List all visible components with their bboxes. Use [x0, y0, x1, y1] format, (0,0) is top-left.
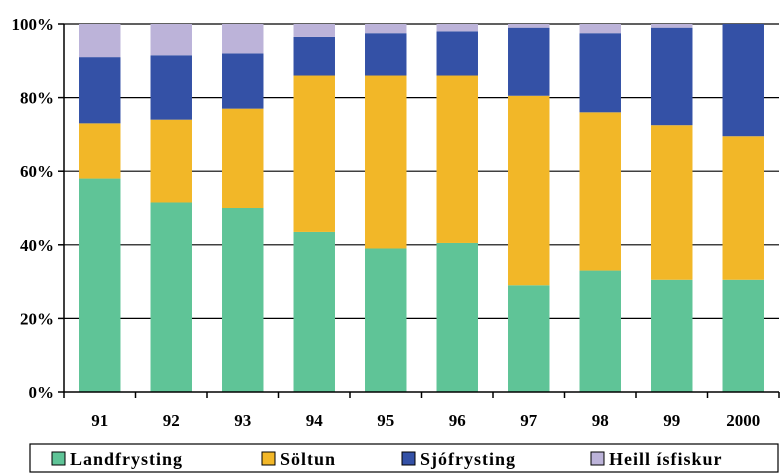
bar-segment-s-ltun-93 — [222, 108, 264, 208]
bar-segment-landfrysting-99 — [651, 279, 693, 392]
y-tick-label: 60% — [20, 162, 54, 181]
bar-segment-landfrysting-98 — [579, 270, 621, 392]
bar-segment-s-ltun-92 — [150, 119, 192, 203]
bar-segment-heill-sfiskur-93 — [222, 24, 264, 54]
bar-segment-landfrysting-93 — [222, 208, 264, 392]
x-tick-label: 94 — [306, 411, 324, 430]
bar-segment-sj-frysting-96 — [436, 31, 478, 76]
legend-swatch-sj-frysting — [401, 451, 416, 466]
y-tick-label: 40% — [20, 236, 54, 255]
x-tick-label: 97 — [520, 411, 538, 430]
bar-segment-landfrysting-95 — [365, 248, 407, 392]
bar-stack-92 — [150, 24, 192, 392]
bar-stack-97 — [508, 24, 550, 392]
x-tick-label: 92 — [163, 411, 180, 430]
bar-segment-sj-frysting-98 — [579, 33, 621, 113]
bar-segment-heill-sfiskur-96 — [436, 24, 478, 32]
bar-segment-sj-frysting-93 — [222, 53, 264, 109]
legend: Landfrysting Söltun Sjófrysting Heill ísfis… — [29, 443, 779, 473]
y-tick-label: 100% — [12, 15, 55, 34]
bar-stack-98 — [579, 24, 621, 392]
bar-segment-s-ltun-97 — [508, 95, 550, 286]
x-tick-label: 91 — [91, 411, 108, 430]
bar-stack-94 — [293, 24, 335, 392]
legend-label-s-ltun: Söltun — [280, 449, 336, 469]
bar-segment-heill-sfiskur-99 — [651, 24, 693, 28]
bar-segment-s-ltun-91 — [79, 123, 121, 179]
bar-segment-sj-frysting-94 — [293, 36, 335, 76]
bar-segment-heill-sfiskur-98 — [579, 24, 621, 34]
axes — [58, 23, 780, 398]
bar-segment-s-ltun-95 — [365, 75, 407, 249]
bar-segment-landfrysting-2000 — [722, 279, 764, 392]
bar-segment-landfrysting-94 — [293, 231, 335, 392]
bar-segment-sj-frysting-99 — [651, 27, 693, 126]
bar-segment-s-ltun-2000 — [722, 136, 764, 280]
bar-stack-95 — [365, 24, 407, 392]
bar-segment-sj-frysting-97 — [508, 27, 550, 96]
bar-stack-91 — [79, 24, 121, 392]
bar-segment-heill-sfiskur-92 — [150, 24, 192, 56]
bar-segment-sj-frysting-95 — [365, 33, 407, 76]
bar-stack-2000 — [722, 24, 764, 392]
bar-segment-heill-sfiskur-95 — [365, 24, 407, 34]
bar-segment-s-ltun-94 — [293, 75, 335, 232]
x-tick-label: 99 — [663, 411, 680, 430]
bar-segment-heill-sfiskur-91 — [79, 24, 121, 58]
bar-segment-s-ltun-98 — [579, 112, 621, 271]
bar-segment-sj-frysting-92 — [150, 55, 192, 120]
bar-segment-sj-frysting-2000 — [722, 24, 764, 137]
y-tick-label: 20% — [20, 309, 54, 328]
x-tick-labels: 91 92 93 94 95 96 97 98 99 2000 — [91, 411, 760, 430]
y-tick-label: 80% — [20, 89, 54, 108]
bar-segment-landfrysting-92 — [150, 202, 192, 392]
y-tick-labels: 0% 20% 40% 60% 80% 100% — [12, 15, 55, 402]
bar-stack-96 — [436, 24, 478, 392]
bar-stack-93 — [222, 24, 264, 392]
bar-segment-landfrysting-97 — [508, 285, 550, 392]
bar-segment-landfrysting-96 — [436, 242, 478, 392]
bar-stack-99 — [651, 24, 693, 392]
x-tick-label: 2000 — [726, 411, 760, 430]
bar-segment-s-ltun-99 — [651, 125, 693, 280]
bar-segment-heill-sfiskur-97 — [508, 24, 550, 28]
legend-swatch-landfrysting — [51, 451, 66, 466]
x-tick-label: 95 — [377, 411, 394, 430]
x-tick-label: 96 — [449, 411, 466, 430]
bar-stacks — [79, 24, 764, 392]
legend-swatch-heill-sfiskur — [590, 451, 605, 466]
bar-segment-sj-frysting-91 — [79, 57, 121, 124]
y-tick-label: 0% — [29, 383, 55, 402]
legend-label-heill-sfiskur: Heill ísfiskur — [609, 449, 723, 469]
x-tick-label: 98 — [592, 411, 609, 430]
legend-label-sj-frysting: Sjófrysting — [420, 449, 516, 469]
legend-swatch-s-ltun — [261, 451, 276, 466]
legend-label-landfrysting: Landfrysting — [70, 449, 183, 469]
x-tick-label: 93 — [234, 411, 251, 430]
bar-segment-s-ltun-96 — [436, 75, 478, 243]
bar-segment-heill-sfiskur-94 — [293, 24, 335, 37]
bar-segment-landfrysting-91 — [79, 178, 121, 392]
